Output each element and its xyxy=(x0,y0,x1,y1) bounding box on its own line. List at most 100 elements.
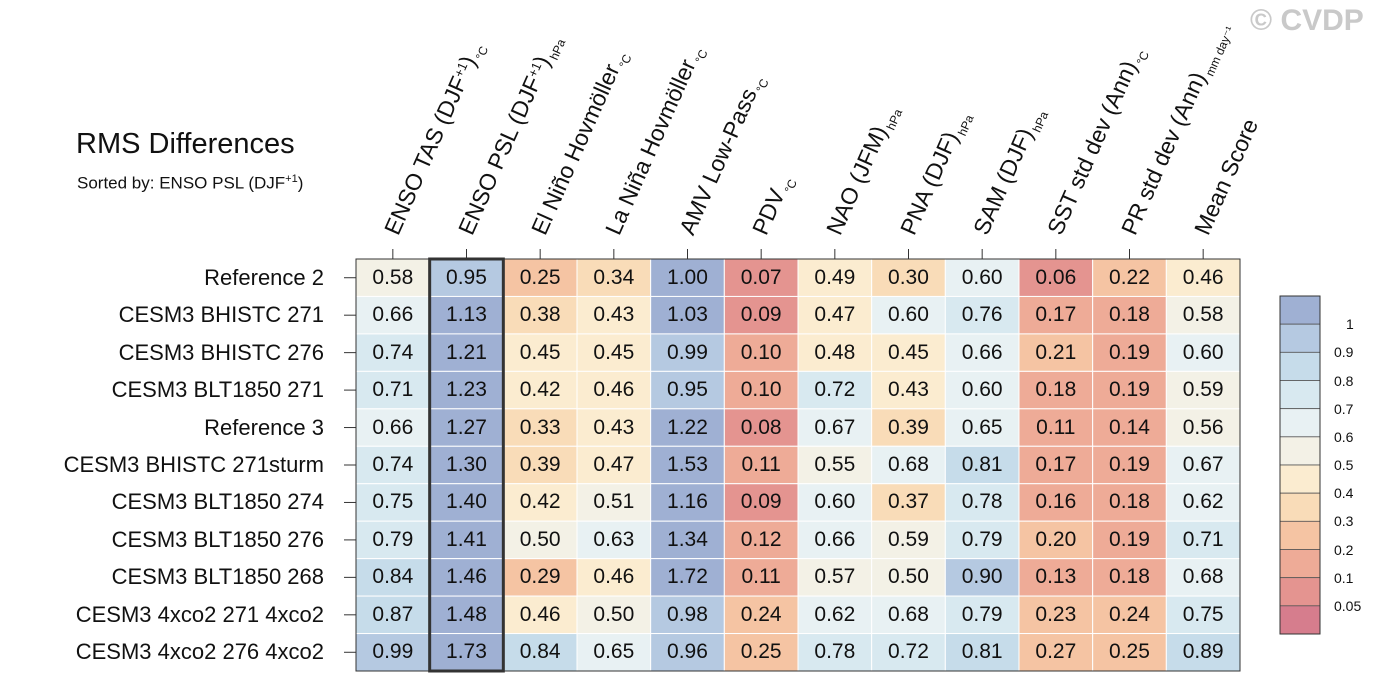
cell-value: 0.06 xyxy=(1035,265,1077,289)
cell-value: 0.11 xyxy=(1036,415,1076,439)
heatmap-cell xyxy=(944,370,1020,410)
cell-value: 0.58 xyxy=(1182,303,1224,327)
row-label: CESM3 BHISTC 276 xyxy=(118,339,324,365)
cell-value: 0.89 xyxy=(1182,640,1224,664)
cell-value: 0.71 xyxy=(1182,527,1224,551)
cell-value: 0.23 xyxy=(1035,602,1077,626)
heatmap-cell xyxy=(1018,445,1094,485)
cell-value: 0.09 xyxy=(740,303,782,327)
heatmap-cell xyxy=(1165,558,1241,597)
heatmap-cell xyxy=(1165,370,1241,410)
heatmap-cell xyxy=(797,633,873,672)
heatmap-cell xyxy=(355,558,431,597)
heatmap-cell xyxy=(797,595,873,635)
cell-value: 0.50 xyxy=(593,602,635,626)
heatmap-cell xyxy=(797,558,873,597)
cell-value: 1.34 xyxy=(667,527,708,551)
colorbar-border xyxy=(1279,295,1321,635)
cell-value: 0.24 xyxy=(740,602,782,626)
cell-value: 0.98 xyxy=(667,602,708,626)
cell-value: 0.19 xyxy=(1109,527,1150,551)
heatmap-cell xyxy=(871,558,946,597)
colorbar-level-label: 0.05 xyxy=(1334,597,1362,614)
heatmap-cell xyxy=(650,520,725,560)
cell-value: 0.49 xyxy=(814,265,856,289)
heatmap-cell xyxy=(1092,408,1167,447)
cell-value: 0.19 xyxy=(1109,340,1150,364)
cell-value: 0.22 xyxy=(1109,265,1150,289)
heatmap-cell xyxy=(429,595,504,635)
cell-value: 0.33 xyxy=(519,415,561,439)
cell-value: 0.74 xyxy=(372,340,414,364)
heatmap-cell xyxy=(355,520,431,560)
cell-value: 0.96 xyxy=(667,640,708,664)
cell-value: 0.90 xyxy=(961,565,1003,589)
cell-value: 0.51 xyxy=(593,490,635,514)
heatmap-cell xyxy=(1092,633,1167,672)
cell-value: 0.14 xyxy=(1109,415,1150,439)
cell-value: 0.66 xyxy=(372,303,414,327)
colorbar-level-label: 0.5 xyxy=(1334,457,1354,473)
cell-value: 0.08 xyxy=(740,415,782,439)
heatmap-cell xyxy=(502,408,578,447)
cell-value: 1.30 xyxy=(446,453,487,476)
heatmap-cell xyxy=(723,483,799,522)
cell-value: 0.66 xyxy=(961,340,1003,364)
cell-value: 0.16 xyxy=(1035,490,1077,514)
cell-value: 0.50 xyxy=(519,527,561,551)
heatmap-cell xyxy=(1092,558,1167,597)
heatmap-cell xyxy=(944,445,1020,485)
cell-value: 0.59 xyxy=(1182,378,1224,402)
cell-value: 0.47 xyxy=(814,303,856,327)
heatmap-cell xyxy=(1092,595,1167,635)
row-label: CESM3 BLT1850 274 xyxy=(111,489,324,515)
cell-value: 0.60 xyxy=(888,303,929,327)
heatmap-cell xyxy=(355,258,431,297)
cell-value: 1.41 xyxy=(446,527,487,551)
heatmap-cell xyxy=(1092,295,1167,335)
heatmap-cell xyxy=(650,295,725,335)
cell-value: 0.18 xyxy=(1035,378,1077,402)
cell-value: 0.45 xyxy=(593,340,635,364)
heatmap-cell xyxy=(650,408,725,447)
cell-value: 0.39 xyxy=(519,453,561,476)
colorbar-segment xyxy=(1279,520,1321,550)
heatmap-cell xyxy=(797,408,873,447)
row-label: CESM3 BLT1850 271 xyxy=(111,377,324,403)
heatmap-cell xyxy=(944,483,1020,522)
heatmap-cell xyxy=(1018,295,1094,335)
cell-value: 0.19 xyxy=(1109,453,1150,476)
cell-value: 0.17 xyxy=(1035,303,1077,327)
cell-value: 0.81 xyxy=(961,640,1003,664)
cell-value: 1.21 xyxy=(446,340,487,364)
heatmap-cell xyxy=(871,445,946,485)
cell-value: 0.79 xyxy=(372,527,414,551)
cell-value: 0.79 xyxy=(961,602,1003,626)
colorbar-level-label: 0.1 xyxy=(1334,569,1354,586)
cell-value: 0.18 xyxy=(1109,490,1150,514)
heatmap-cell xyxy=(1165,445,1241,485)
cell-value: 0.67 xyxy=(1182,453,1224,476)
cell-value: 0.29 xyxy=(519,565,561,589)
heatmap-cell xyxy=(650,595,725,635)
colorbar-level-label: 0.2 xyxy=(1334,541,1354,558)
cell-value: 0.66 xyxy=(814,527,856,551)
heatmap-cell xyxy=(576,558,652,597)
colorbar-segment xyxy=(1279,351,1321,381)
heatmap-cell xyxy=(355,445,431,485)
cell-value: 0.24 xyxy=(1109,602,1150,626)
heatmap-cell xyxy=(723,408,799,447)
cell-value: 0.47 xyxy=(593,453,635,476)
cell-value: 0.72 xyxy=(814,378,856,402)
cell-value: 1.13 xyxy=(446,303,487,327)
cell-value: 0.76 xyxy=(961,303,1003,327)
cell-value: 0.68 xyxy=(888,602,929,626)
cell-value: 0.17 xyxy=(1035,453,1077,476)
cell-value: 0.78 xyxy=(814,640,856,664)
colorbar-segment xyxy=(1279,436,1321,466)
heatmap-cell xyxy=(429,295,504,335)
heatmap-cell xyxy=(1018,258,1094,297)
cell-value: 0.10 xyxy=(740,378,782,402)
cell-value: 1.03 xyxy=(667,303,708,327)
